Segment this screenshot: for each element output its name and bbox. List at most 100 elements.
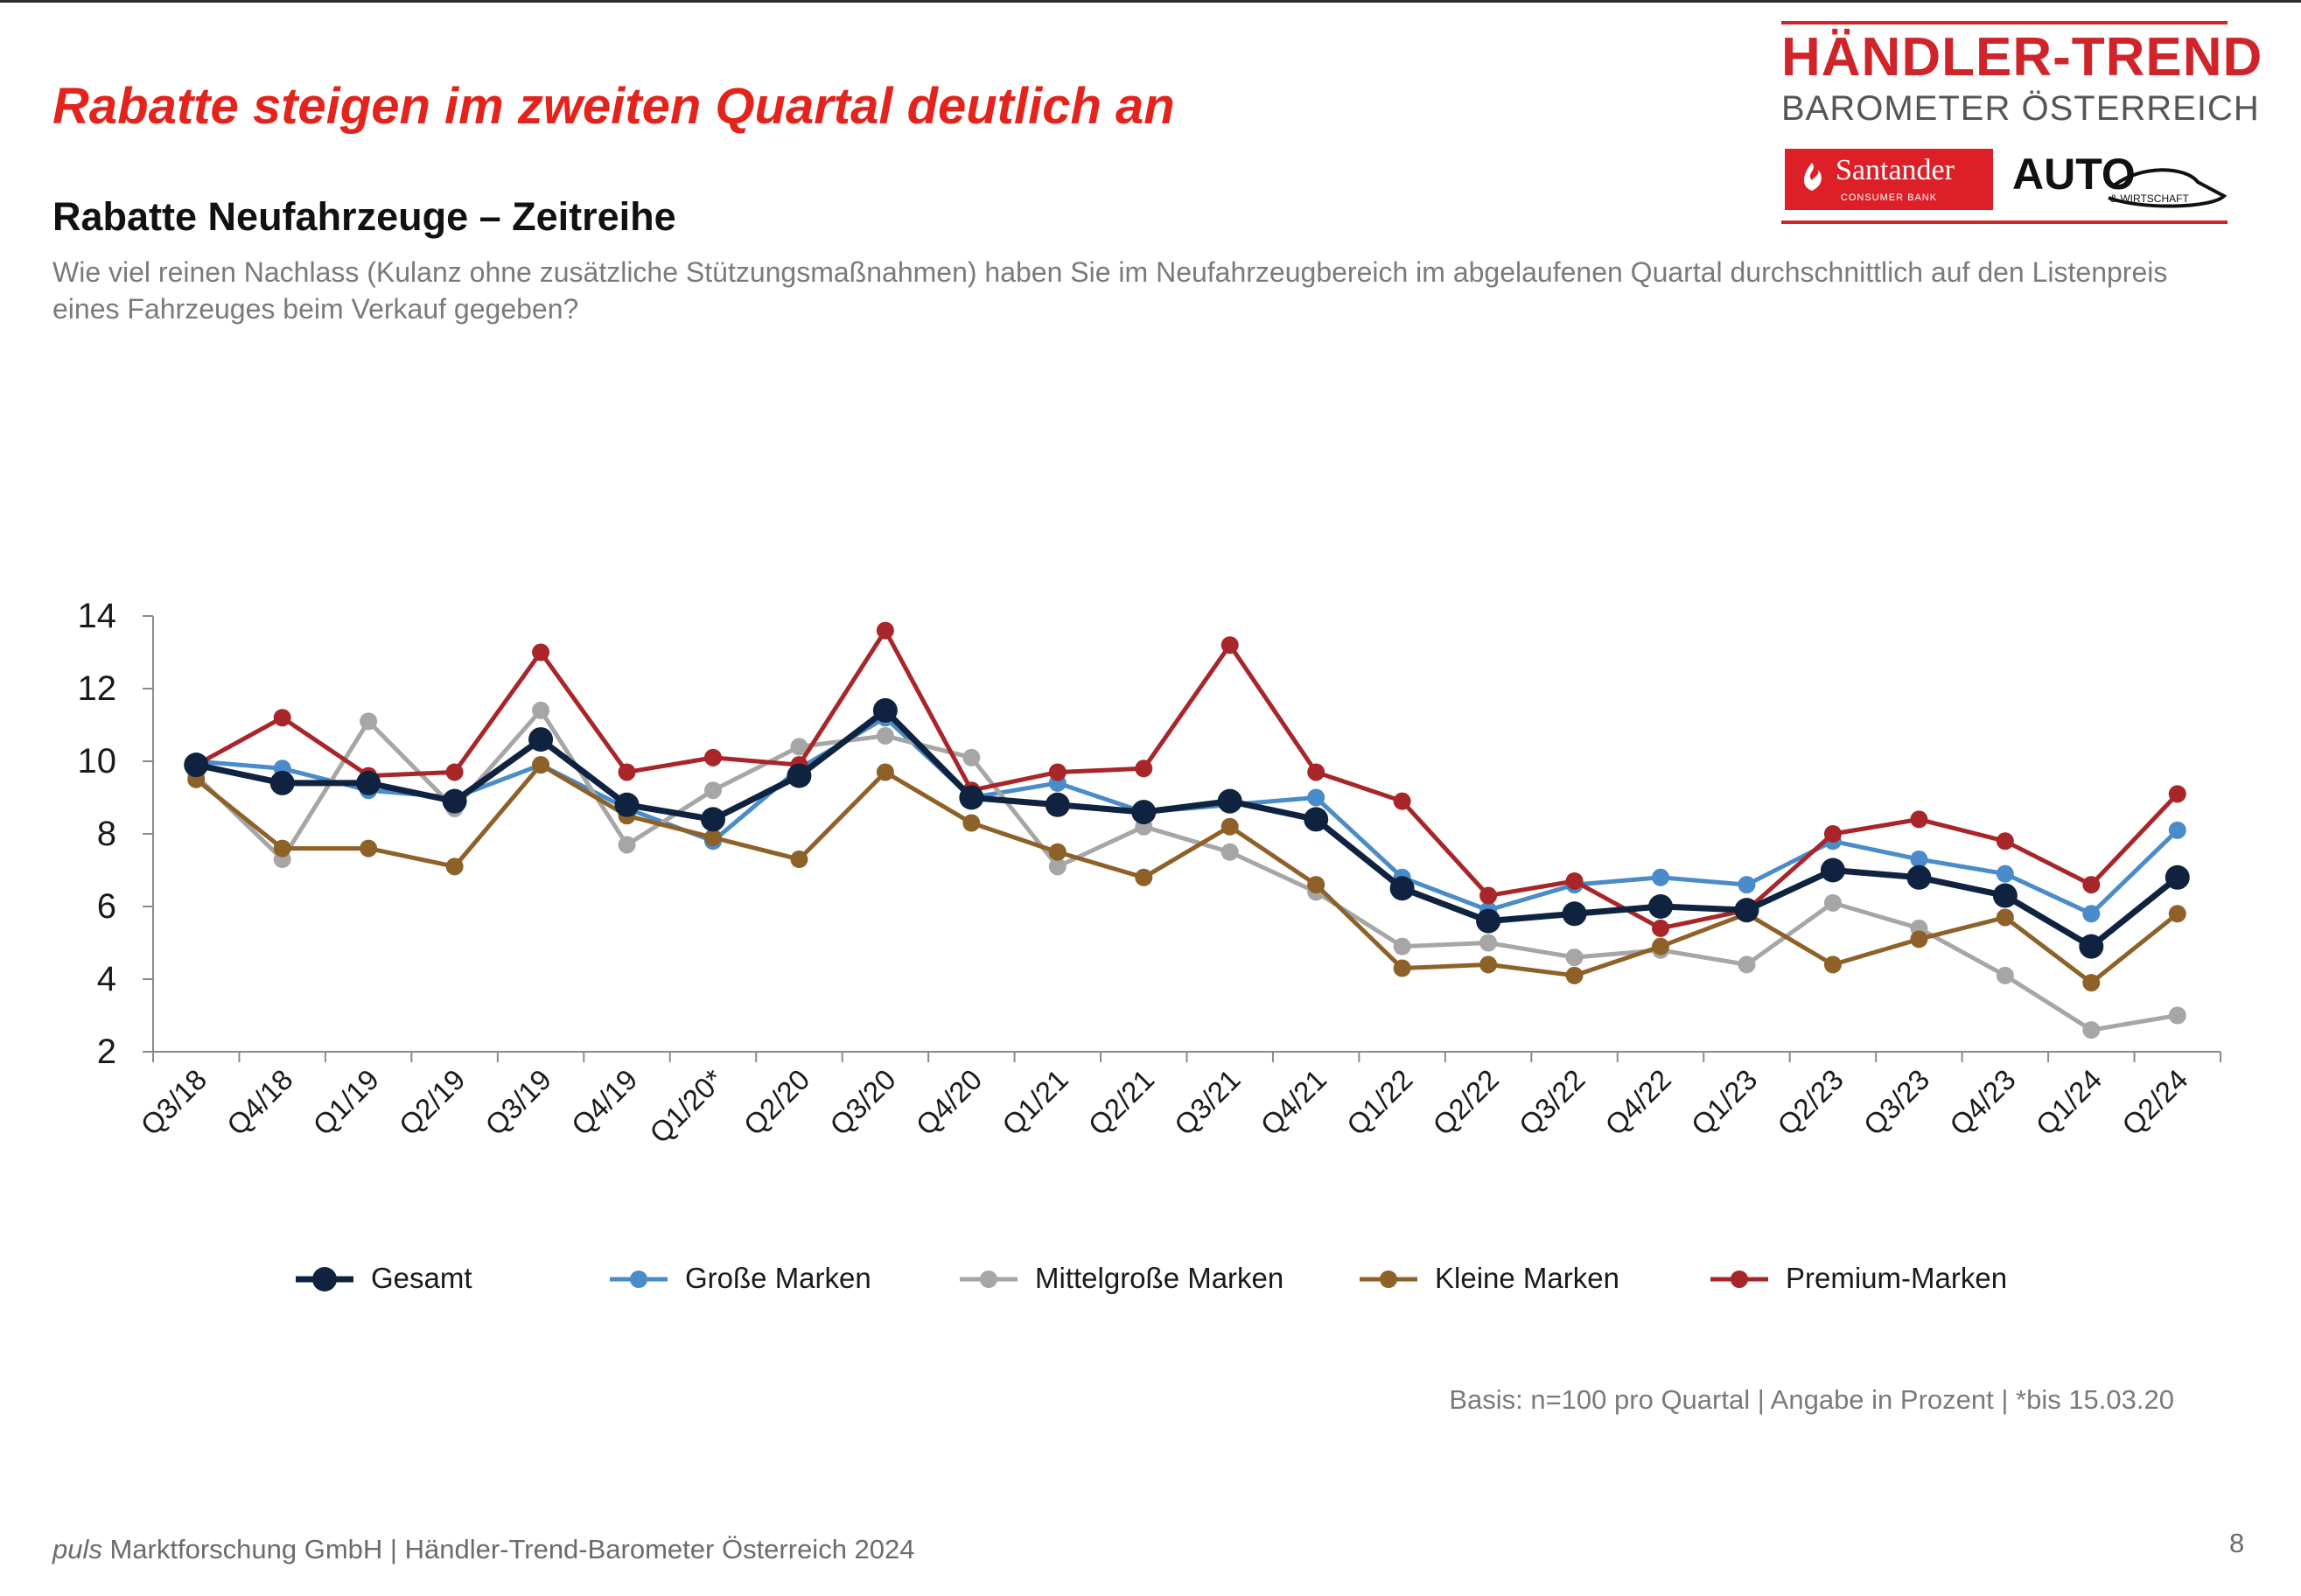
y-tick-label: 10	[78, 742, 117, 780]
legend-swatch-marker	[980, 1270, 997, 1288]
data-point-gesamt	[959, 785, 984, 810]
auto-logo-text: AUTO	[2012, 150, 2136, 199]
data-point-premium-marken	[273, 709, 291, 727]
santander-subtitle: CONSUMER BANK	[1840, 192, 1938, 203]
data-point-kleine-marken	[273, 839, 291, 858]
x-tick-label: Q1/21	[996, 1063, 1074, 1142]
data-point-gesamt	[356, 770, 381, 795]
legend-swatch	[296, 1267, 353, 1292]
data-point-mittelgro-e-marken	[876, 726, 894, 745]
data-point-mittelgro-e-marken	[360, 712, 378, 731]
data-point-mittelgro-e-marken	[1048, 858, 1067, 876]
data-point-premium-marken	[1220, 636, 1239, 654]
x-tick-label: Q2/19	[393, 1063, 472, 1142]
page-title: Rabatte steigen im zweiten Quartal deutl…	[52, 78, 1175, 135]
x-tick-label: Q3/22	[1513, 1063, 1591, 1142]
legend-swatch	[610, 1270, 668, 1288]
footer: puls Marktforschung GmbH | Händler-Trend…	[52, 1534, 915, 1565]
y-tick-label: 2	[97, 1032, 116, 1071]
series-line-premium-marken	[195, 628, 2179, 931]
data-point-kleine-marken	[790, 850, 808, 869]
legend-label: Gesamt	[371, 1262, 472, 1294]
data-point-mittelgro-e-marken	[618, 836, 636, 854]
x-tick-label: Q2/22	[1426, 1063, 1505, 1142]
data-point-mittelgro-e-marken	[2082, 1021, 2101, 1040]
legend-swatch-marker	[1380, 1270, 1397, 1288]
haendler-trend-logo	[1781, 21, 2228, 224]
data-point-kleine-marken	[1910, 930, 1928, 948]
data-point-gesamt	[1217, 788, 1242, 814]
data-point-kleine-marken	[1135, 868, 1153, 886]
data-point-mittelgro-e-marken	[1479, 934, 1498, 952]
data-point-gesamt	[2165, 864, 2190, 890]
data-point-gesamt	[872, 697, 898, 723]
data-point-premium-marken	[1135, 760, 1153, 778]
data-point-premium-marken	[1996, 832, 2014, 850]
data-point-gro-e-marken	[1996, 864, 2014, 883]
legend-swatch-marker	[630, 1270, 647, 1288]
data-point-gro-e-marken	[1738, 876, 1756, 894]
data-point-mittelgro-e-marken	[962, 748, 981, 766]
data-point-gesamt	[1992, 883, 2018, 908]
data-point-gesamt	[1734, 898, 1759, 923]
legend-label: Premium-Marken	[1786, 1262, 2008, 1294]
data-point-gesamt	[614, 792, 640, 817]
x-tick-label: Q4/18	[220, 1063, 299, 1142]
footer-company-italic: puls	[52, 1534, 102, 1564]
data-point-kleine-marken	[1996, 908, 2014, 927]
y-tick-label: 4	[97, 960, 116, 998]
x-tick-label: Q1/20*	[643, 1063, 730, 1150]
data-point-premium-marken	[876, 621, 894, 640]
page-number: 8	[2229, 1528, 2245, 1558]
data-point-kleine-marken	[962, 814, 981, 832]
data-point-mittelgro-e-marken	[1220, 843, 1239, 861]
data-point-gesamt	[1476, 908, 1501, 934]
data-point-premium-marken	[2082, 876, 2101, 894]
legend-swatch	[1710, 1270, 1768, 1288]
data-point-kleine-marken	[1565, 966, 1584, 984]
data-point-gro-e-marken	[2082, 905, 2101, 923]
data-point-gro-e-marken	[1307, 788, 1325, 807]
data-point-premium-marken	[1393, 792, 1411, 810]
data-point-premium-marken	[532, 643, 550, 662]
data-point-gesamt	[787, 763, 812, 788]
chart-subtitle: Rabatte Neufahrzeuge – Zeitreihe	[52, 194, 676, 239]
data-point-premium-marken	[1823, 825, 1842, 843]
data-point-premium-marken	[1910, 810, 1928, 829]
data-point-gesamt	[1131, 800, 1157, 825]
y-tick-label: 8	[97, 815, 116, 853]
legend-label: Mittelgroße Marken	[1035, 1262, 1284, 1294]
data-point-gesamt	[1820, 858, 1845, 883]
data-point-mittelgro-e-marken	[790, 738, 808, 756]
legend-label: Kleine Marken	[1435, 1262, 1619, 1294]
santander-flame-icon	[1803, 163, 1822, 191]
series-line-kleine-marken	[194, 762, 2179, 985]
survey-question: Wie viel reinen Nachlass (Kulanz ohne zu…	[52, 256, 2168, 325]
x-tick-label: Q1/23	[1685, 1063, 1764, 1142]
data-point-kleine-marken	[703, 829, 722, 847]
data-point-mittelgro-e-marken	[1823, 893, 1842, 912]
x-tick-label: Q4/21	[1254, 1063, 1332, 1142]
x-tick-label: Q1/19	[306, 1063, 385, 1142]
santander-logo: Santander CONSUMER BANK	[1785, 149, 1993, 210]
data-point-gesamt	[269, 770, 295, 795]
data-point-gesamt	[528, 727, 554, 752]
data-point-mittelgro-e-marken	[2168, 1006, 2186, 1025]
x-tick-label: Q2/24	[2116, 1063, 2194, 1142]
data-point-gesamt	[2079, 934, 2104, 959]
data-point-kleine-marken	[445, 858, 464, 876]
data-point-gesamt	[700, 807, 725, 832]
data-point-kleine-marken	[1048, 843, 1067, 861]
x-tick-label: Q4/23	[1943, 1063, 2022, 1142]
x-tick-label: Q2/23	[1771, 1063, 1850, 1142]
data-point-premium-marken	[445, 763, 464, 781]
legend-swatch	[1360, 1270, 1417, 1288]
data-point-kleine-marken	[1479, 956, 1498, 974]
x-tick-label: Q1/22	[1340, 1063, 1419, 1142]
data-point-kleine-marken	[876, 763, 894, 781]
x-tick-label: Q3/23	[1857, 1063, 1936, 1142]
x-tick-label: Q1/24	[2030, 1063, 2109, 1142]
data-point-gro-e-marken	[1652, 868, 1670, 886]
logo-title: HÄNDLER-TREND	[1781, 27, 2263, 88]
data-point-premium-marken	[2168, 785, 2186, 803]
